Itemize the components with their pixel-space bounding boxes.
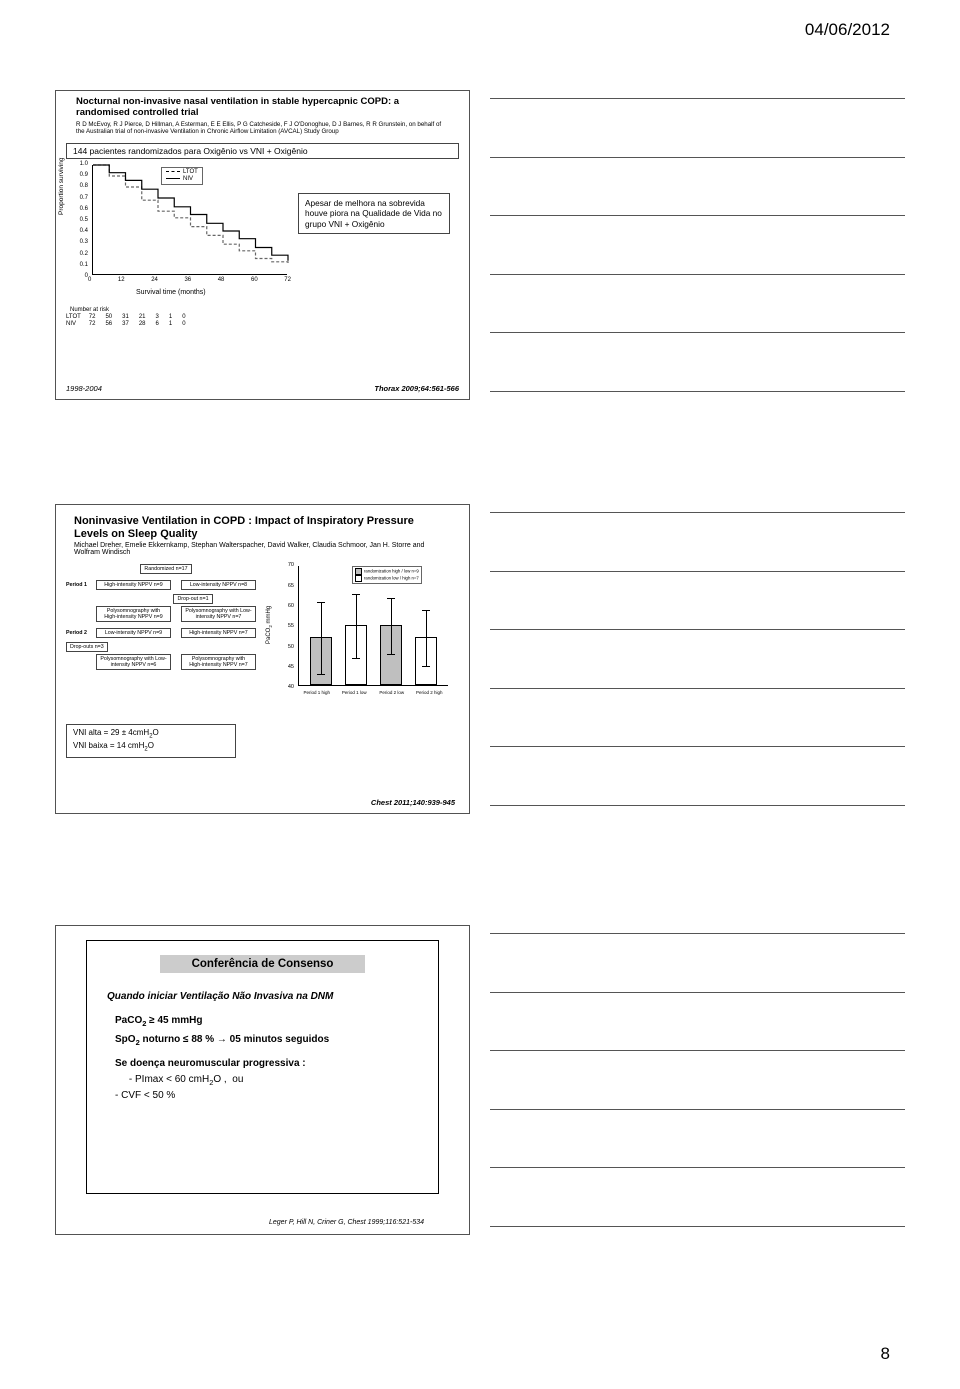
slide1-km-chart: Proportion surviving 1.00.90.80.70.60.50… bbox=[66, 165, 459, 305]
slide3-header: Conferência de Consenso bbox=[160, 955, 365, 973]
flow-p1-right: Low-intensity NPPV n=8 bbox=[181, 580, 256, 590]
slide1-citation: Thorax 2009;64:561-566 bbox=[374, 384, 459, 393]
notes-area-3 bbox=[490, 925, 905, 1235]
slide3-citation: Leger P, Hill N, Criner G, Chest 1999;11… bbox=[269, 1219, 424, 1226]
notes-area-2 bbox=[490, 504, 905, 814]
slide1-patient-box: 144 pacientes randomizados para Oxigênio… bbox=[66, 143, 459, 159]
list-line3b: - CVF < 50 % bbox=[115, 1089, 418, 1103]
bar-legend: randomization high / low n=9randomizatio… bbox=[352, 566, 422, 584]
slide3-inner: Conferência de Consenso Quando iniciar V… bbox=[86, 940, 439, 1194]
note-line2: VNI baixa = 14 cmH2O bbox=[73, 741, 229, 754]
list-line1: PaCO2 ≥ 45 mmHg bbox=[115, 1012, 418, 1031]
slide3-question: Quando iniciar Ventilação Não Invasiva n… bbox=[107, 991, 418, 1002]
flow-dropout1: Drop-out n=1 bbox=[173, 594, 212, 604]
slide2-flowchart: Randomized n=17 Period 1 High-intensity … bbox=[66, 564, 266, 674]
slide2-title: Noninvasive Ventilation in COPD : Impact… bbox=[74, 515, 451, 540]
km-ylabel: Proportion surviving bbox=[58, 158, 65, 215]
page-number: 8 bbox=[881, 1344, 890, 1364]
slide2-bar-chart: PaCO2 mmHg 70656055504540 Period 1 highP… bbox=[276, 566, 456, 716]
list-line2: SpO2 noturno ≤ 88 % → 05 minutos seguido… bbox=[115, 1031, 418, 1050]
bar-ylabel: PaCO2 mmHg bbox=[266, 606, 273, 644]
slide1-note-box: Apesar de melhora na sobrevida houve pio… bbox=[298, 193, 450, 234]
flow-p1-left: High-intensity NPPV n=9 bbox=[96, 580, 171, 590]
flow-psg2-left: Polysomnography with Low-intensity NPPV … bbox=[96, 654, 171, 670]
bar-yaxis: 70656055504540 bbox=[276, 562, 294, 690]
page-date: 04/06/2012 bbox=[805, 20, 890, 40]
slide-2: Noninvasive Ventilation in COPD : Impact… bbox=[55, 504, 470, 814]
km-xaxis: 0122436486072 bbox=[88, 277, 291, 283]
at-risk-label: Number at risk bbox=[70, 307, 459, 314]
row-1: Nocturnal non-invasive nasal ventilation… bbox=[55, 90, 905, 450]
km-legend: LTOTNIV bbox=[161, 167, 203, 185]
flow-period2-label: Period 2 bbox=[66, 630, 96, 636]
slide2-citation: Chest 2011;140:939-945 bbox=[371, 798, 455, 807]
notes-area-1 bbox=[490, 90, 905, 400]
flow-p2-right: High-intensity NPPV n=7 bbox=[181, 628, 256, 638]
slide1-year-range: 1998-2004 bbox=[66, 384, 102, 393]
list-line3: Se doença neuromuscular progressiva : bbox=[115, 1055, 418, 1073]
slide-3: Conferência de Consenso Quando iniciar V… bbox=[55, 925, 470, 1235]
flow-period1-label: Period 1 bbox=[66, 582, 96, 588]
flow-psg2-right: Polysomnography with High-intensity NPPV… bbox=[181, 654, 256, 670]
slide-1: Nocturnal non-invasive nasal ventilation… bbox=[55, 90, 470, 400]
slide1-authors: R D McEvoy, R J Pierce, D Hillman, A Est… bbox=[76, 121, 449, 135]
slide3-list: PaCO2 ≥ 45 mmHg SpO2 noturno ≤ 88 % → 05… bbox=[115, 1012, 418, 1103]
list-line3a: - PImax < 60 cmH2O , ou bbox=[115, 1073, 418, 1089]
flow-p2-left: Low-intensity NPPV n=9 bbox=[96, 628, 171, 638]
km-xlabel: Survival time (months) bbox=[136, 289, 206, 296]
slide2-note-box: VNI alta = 29 ± 4cmH2O VNI baixa = 14 cm… bbox=[66, 724, 236, 758]
bar-plot bbox=[298, 566, 448, 686]
flow-psg1-right: Polysomnography with Low-intensity NPPV … bbox=[181, 606, 256, 622]
slide1-title: Nocturnal non-invasive nasal ventilation… bbox=[76, 97, 449, 119]
flow-dropout2: Drop-outs n=3 bbox=[66, 642, 108, 652]
km-at-risk: Number at risk LTOT72503121310NIV7256372… bbox=[66, 307, 459, 329]
bar-xaxis: Period 1 highPeriod 1 lowPeriod 2 lowPer… bbox=[298, 690, 448, 695]
note-line1: VNI alta = 29 ± 4cmH2O bbox=[73, 728, 229, 741]
km-yaxis: 1.00.90.80.70.60.50.40.30.20.10 bbox=[66, 161, 88, 279]
flow-psg1-left: Polysomnography with High-intensity NPPV… bbox=[96, 606, 171, 622]
slide2-authors: Michael Dreher, Emelie Ekkernkamp, Steph… bbox=[74, 542, 451, 556]
row-3: Conferência de Consenso Quando iniciar V… bbox=[55, 925, 905, 1285]
row-2: Noninvasive Ventilation in COPD : Impact… bbox=[55, 504, 905, 864]
flow-randomized: Randomized n=17 bbox=[140, 564, 191, 574]
